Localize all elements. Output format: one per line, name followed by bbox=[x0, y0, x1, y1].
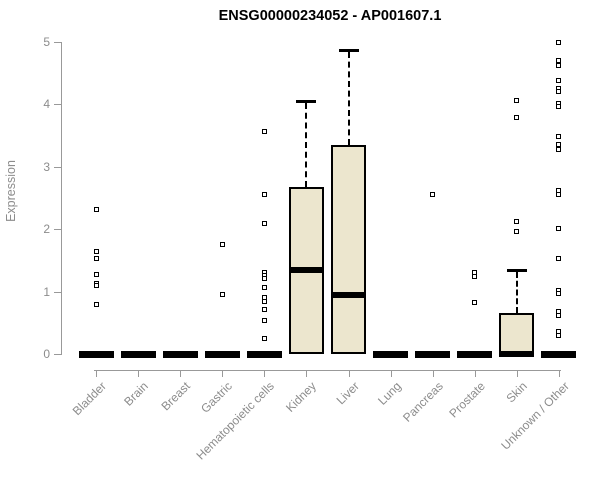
y-tick-label: 5 bbox=[43, 35, 50, 49]
outlier-point bbox=[556, 77, 562, 83]
outlier-point bbox=[219, 241, 225, 247]
y-tick bbox=[54, 104, 61, 106]
whisker-cap bbox=[296, 99, 317, 103]
outlier-point bbox=[556, 256, 562, 262]
box bbox=[331, 144, 367, 354]
outlier-point bbox=[261, 317, 267, 323]
collapsed-box bbox=[373, 350, 409, 358]
x-tick bbox=[348, 370, 350, 377]
y-tick-label: 1 bbox=[43, 284, 50, 299]
outlier-point bbox=[93, 248, 99, 254]
outlier-point bbox=[556, 40, 562, 46]
y-tick bbox=[54, 166, 61, 168]
upper-whisker bbox=[347, 52, 350, 145]
outlier-point bbox=[556, 332, 562, 338]
y-tick-label: 4 bbox=[43, 97, 50, 112]
x-tick bbox=[180, 370, 182, 377]
outlier-point bbox=[556, 88, 562, 94]
whisker-cap bbox=[506, 268, 527, 272]
outlier-point bbox=[556, 191, 562, 197]
outlier-point bbox=[219, 292, 225, 298]
outlier-point bbox=[93, 256, 99, 262]
outlier-point bbox=[261, 285, 267, 291]
y-tick-label: 0 bbox=[43, 347, 50, 361]
box-median bbox=[499, 351, 535, 357]
outlier-point bbox=[261, 128, 267, 134]
outlier-point bbox=[261, 192, 267, 198]
outlier-point bbox=[261, 307, 267, 313]
y-tick bbox=[54, 42, 61, 43]
outlier-point bbox=[514, 229, 520, 235]
y-tick-label: 3 bbox=[43, 159, 50, 174]
y-tick bbox=[54, 291, 61, 293]
x-tick bbox=[138, 370, 140, 377]
x-tick bbox=[558, 370, 560, 377]
outlier-point bbox=[556, 57, 562, 63]
y-tick-label: 2 bbox=[43, 222, 50, 237]
collapsed-box bbox=[541, 350, 577, 358]
box-median bbox=[331, 291, 367, 298]
outlier-point bbox=[556, 290, 562, 296]
x-tick bbox=[516, 370, 518, 377]
outlier-point bbox=[93, 302, 99, 308]
outlier-point bbox=[514, 219, 520, 225]
collapsed-box bbox=[457, 350, 493, 358]
y-axis-label: Expression bbox=[4, 160, 18, 222]
outlier-point bbox=[514, 98, 520, 104]
outlier-point bbox=[556, 103, 562, 109]
collapsed-box bbox=[246, 350, 282, 358]
y-axis-line bbox=[61, 42, 62, 355]
outlier-point bbox=[472, 274, 478, 280]
collapsed-box bbox=[120, 350, 156, 358]
box bbox=[499, 312, 535, 354]
outlier-point bbox=[472, 300, 478, 306]
outlier-point bbox=[261, 221, 267, 227]
x-tick bbox=[474, 370, 476, 377]
outlier-point bbox=[556, 312, 562, 318]
outlier-point bbox=[556, 62, 562, 68]
outlier-point bbox=[93, 207, 99, 213]
x-tick bbox=[96, 370, 97, 377]
outlier-point bbox=[556, 146, 562, 152]
x-tick bbox=[222, 370, 224, 377]
collapsed-box bbox=[204, 350, 240, 358]
collapsed-box bbox=[78, 350, 114, 358]
x-axis-line bbox=[94, 370, 561, 371]
x-tick bbox=[306, 370, 308, 377]
collapsed-box bbox=[415, 350, 451, 358]
whisker-cap bbox=[338, 49, 359, 53]
outlier-point bbox=[93, 271, 99, 277]
upper-whisker bbox=[305, 102, 308, 187]
box-median bbox=[288, 266, 324, 273]
chart-title: ENSG00000234052 - AP001607.1 bbox=[218, 8, 442, 24]
y-tick bbox=[54, 229, 61, 231]
x-tick bbox=[264, 370, 266, 377]
x-tick bbox=[432, 370, 434, 377]
outlier-point bbox=[514, 115, 520, 120]
upper-whisker bbox=[515, 271, 518, 313]
collapsed-box bbox=[162, 350, 198, 358]
outlier-point bbox=[556, 133, 562, 139]
x-tick bbox=[390, 370, 392, 377]
outlier-point bbox=[261, 299, 267, 305]
outlier-point bbox=[556, 226, 562, 232]
outlier-point bbox=[430, 192, 436, 198]
y-tick bbox=[54, 354, 61, 355]
outlier-point bbox=[261, 275, 267, 281]
outlier-point bbox=[93, 283, 99, 289]
outlier-point bbox=[261, 335, 267, 341]
